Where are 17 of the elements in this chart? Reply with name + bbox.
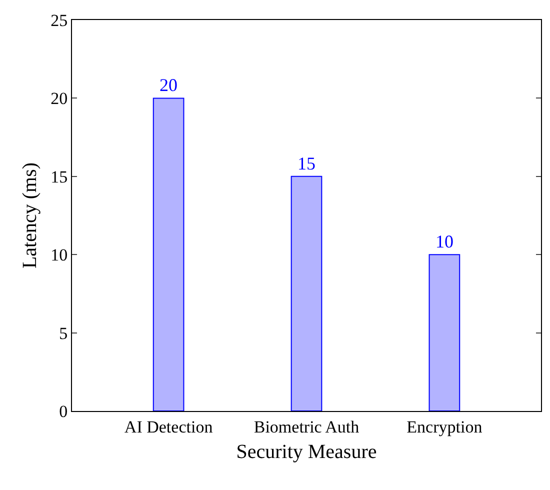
y-tick-label: 5 bbox=[59, 324, 68, 343]
y-tick-label: 15 bbox=[50, 167, 68, 186]
y-tick-label: 0 bbox=[59, 402, 68, 421]
x-tick-label: Biometric Auth bbox=[254, 417, 360, 436]
bar bbox=[290, 176, 322, 411]
y-tick-label: 10 bbox=[50, 246, 68, 265]
x-tick-label: AI Detection bbox=[124, 417, 214, 436]
y-axis-title: Latency (ms) bbox=[19, 162, 42, 269]
bar bbox=[152, 98, 184, 411]
bar bbox=[428, 254, 460, 411]
data-label: 20 bbox=[160, 75, 178, 96]
x-tick-label: Encryption bbox=[406, 417, 483, 436]
x-axis-title: Security Measure bbox=[236, 440, 377, 463]
data-label: 15 bbox=[298, 153, 316, 174]
data-label: 10 bbox=[435, 232, 454, 252]
y-tick-label: 20 bbox=[50, 89, 68, 108]
y-tick-label: 25 bbox=[50, 10, 68, 30]
